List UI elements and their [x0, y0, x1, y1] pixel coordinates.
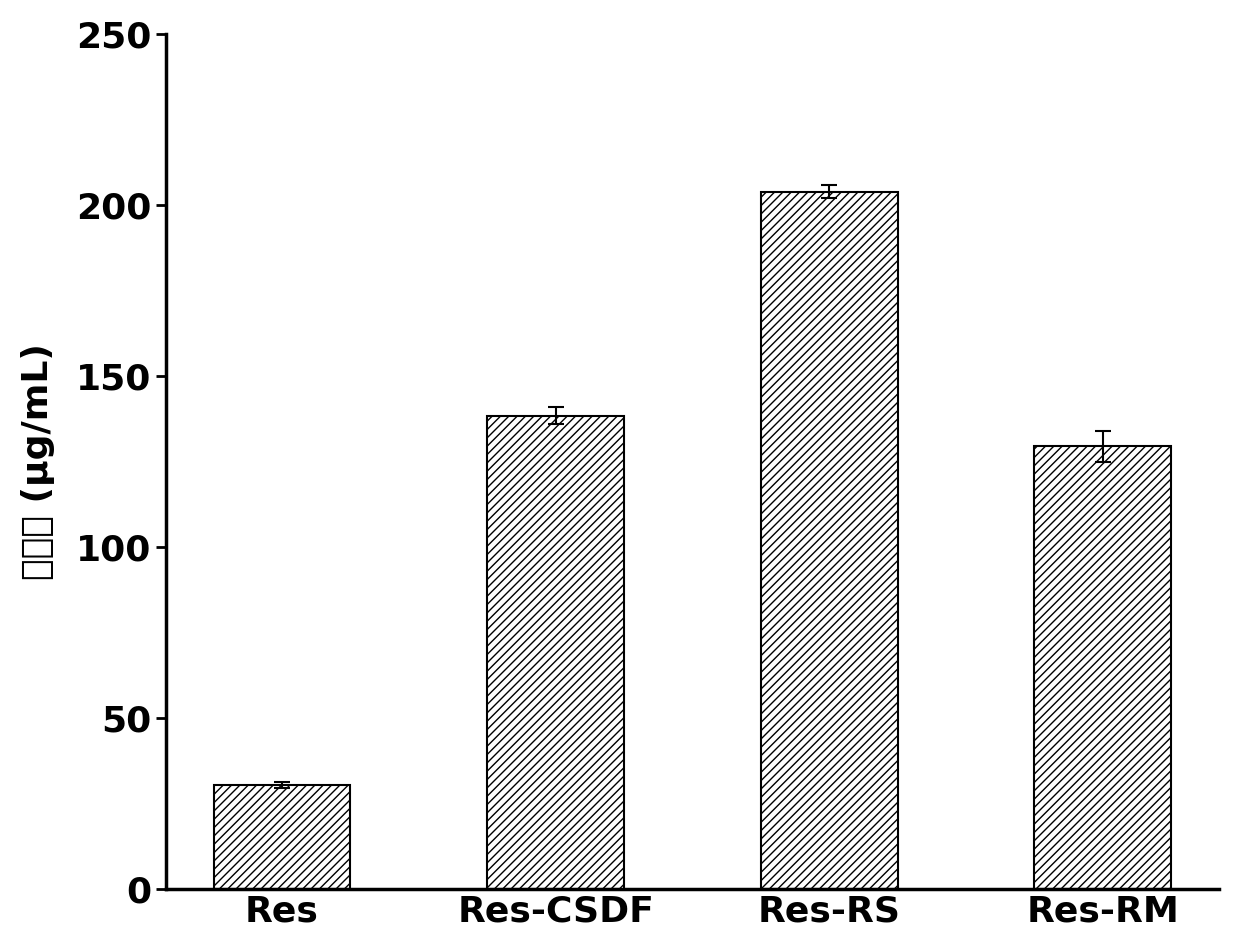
Bar: [487, 416, 624, 889]
Bar: [213, 785, 351, 889]
Bar: [1034, 446, 1172, 889]
Y-axis label: 水溶性 (μg/mL): 水溶性 (μg/mL): [21, 344, 55, 580]
Bar: [761, 192, 898, 889]
